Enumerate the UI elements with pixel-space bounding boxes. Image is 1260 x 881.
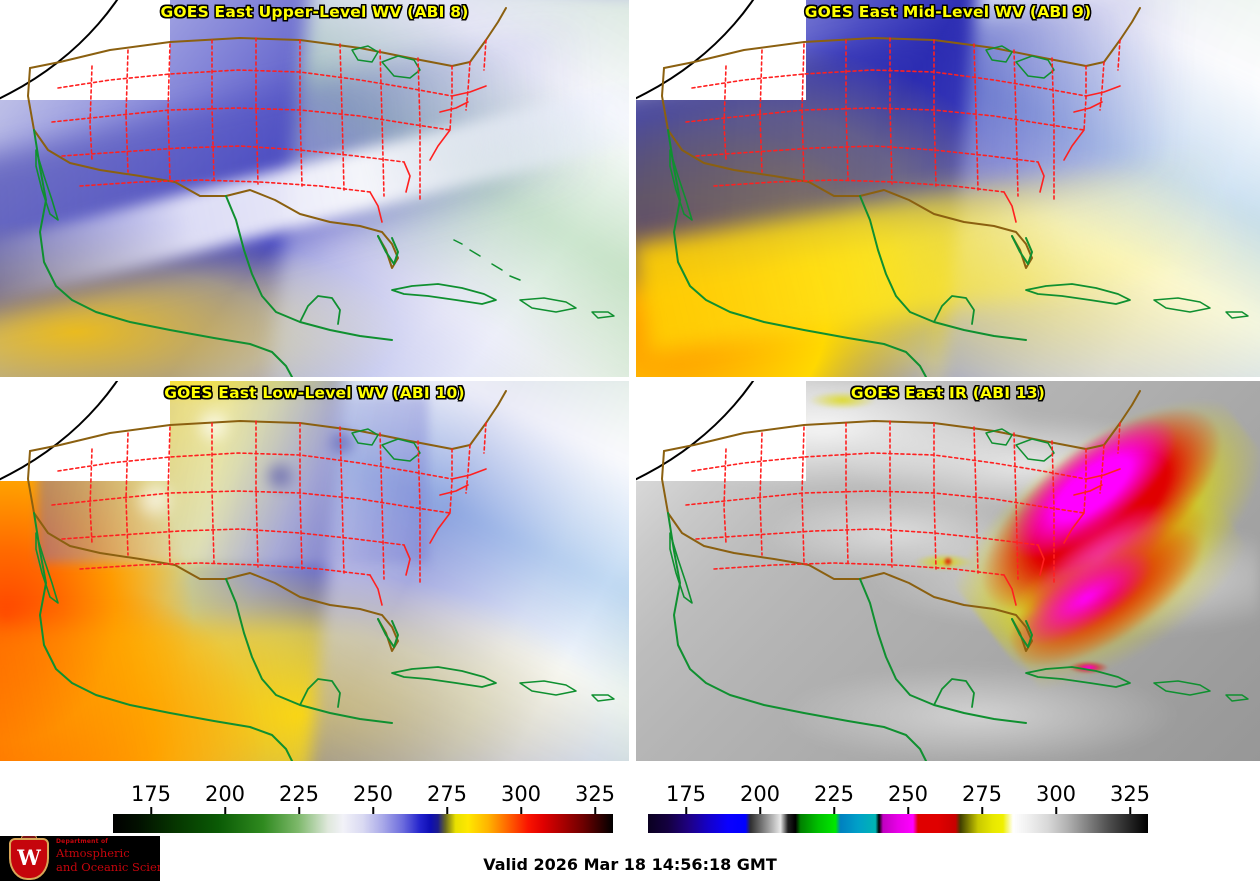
colorbar-wv-ticks: 175 200 225 250 275 300 325 (113, 782, 616, 815)
map-overlay-wv10 (27, 390, 615, 761)
cbar-wv-label-4: 275 (426, 782, 468, 806)
cbar-wv-tick-6 (594, 807, 596, 815)
satellite-image-wv10 (0, 381, 629, 761)
panel-grid: GOES East Upper-Level WV (ABI 8) (0, 0, 1260, 761)
cbar-ir-label-6: 325 (1109, 782, 1151, 806)
cbar-wv-label-2: 225 (278, 782, 320, 806)
satellite-image-wv9 (636, 0, 1260, 377)
panel-upper-level-wv[interactable]: GOES East Upper-Level WV (ABI 8) (0, 0, 629, 377)
cbar-wv-label-0: 175 (130, 782, 172, 806)
colorbar-infrared: 175 200 225 250 275 300 325 (648, 782, 1151, 833)
cbar-ir-tick-2 (833, 807, 835, 815)
cbar-ir-label-5: 300 (1035, 782, 1077, 806)
colorbar-ir-ticks: 175 200 225 250 275 300 325 (648, 782, 1151, 815)
cbar-ir-label-2: 225 (813, 782, 855, 806)
satellite-image-wv8 (0, 0, 629, 377)
panel-mid-level-wv[interactable]: GOES East Mid-Level WV (ABI 9) (636, 0, 1260, 377)
cbar-wv-tick-0 (150, 807, 152, 815)
cbar-ir-label-0: 175 (665, 782, 707, 806)
cbar-ir-tick-4 (981, 807, 983, 815)
panel-infrared[interactable]: GOES East IR (ABI 13) (636, 381, 1260, 761)
cbar-wv-label-5: 300 (500, 782, 542, 806)
logo-kicker: Department of (56, 838, 109, 845)
valid-time-text: Valid 2026 Mar 18 14:56:18 GMT (483, 855, 777, 874)
cbar-ir-tick-5 (1055, 807, 1057, 815)
logo-line-1: Atmospheric (56, 845, 130, 860)
cbar-wv-label-6: 325 (574, 782, 616, 806)
cbar-wv-label-3: 250 (352, 782, 394, 806)
cbar-wv-tick-4 (446, 807, 448, 815)
cbar-ir-tick-6 (1129, 807, 1131, 815)
cbar-ir-label-1: 200 (739, 782, 781, 806)
cbar-ir-tick-1 (759, 807, 761, 815)
panel-low-level-wv[interactable]: GOES East Low-Level WV (ABI 10) (0, 381, 629, 761)
colorbar-water-vapor: 175 200 225 250 275 300 325 (113, 782, 616, 833)
cbar-wv-tick-1 (224, 807, 226, 815)
map-overlay-ir13 (661, 390, 1249, 761)
cbar-ir-label-4: 275 (961, 782, 1003, 806)
colorbar-ir-gradient (648, 814, 1148, 833)
crest-letter: W (17, 845, 41, 870)
crest-shield (9, 838, 49, 880)
colorbar-wv-gradient (113, 814, 613, 833)
uw-crest-icon: W (9, 836, 49, 880)
cbar-ir-tick-0 (685, 807, 687, 815)
map-overlay-wv8 (27, 7, 615, 377)
logo-line-2: and Oceanic Sciences (56, 859, 160, 874)
cbar-wv-tick-2 (298, 807, 300, 815)
satellite-image-ir13 (636, 381, 1260, 761)
uw-aos-logo[interactable]: W Department of Atmospheric and Oceanic … (0, 836, 160, 881)
logo-wordmark: Department of Atmospheric and Oceanic Sc… (56, 838, 160, 874)
cbar-ir-tick-3 (907, 807, 909, 815)
cbar-wv-tick-5 (520, 807, 522, 815)
cbar-wv-label-1: 200 (204, 782, 246, 806)
cbar-wv-tick-3 (372, 807, 374, 815)
cbar-ir-label-3: 250 (887, 782, 929, 806)
map-overlay-wv9 (661, 7, 1249, 377)
